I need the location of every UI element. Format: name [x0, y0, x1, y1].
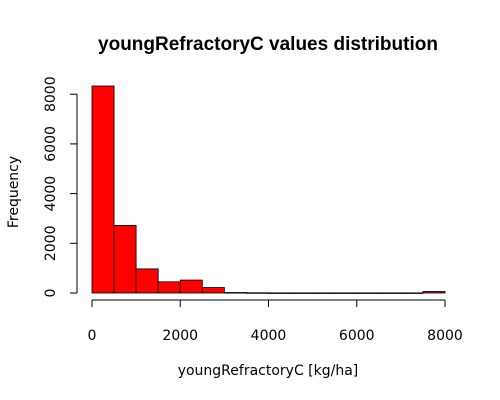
histogram-bar	[135, 268, 159, 294]
histogram-bars	[91, 85, 446, 294]
histogram-bar	[157, 281, 181, 294]
chart-title: youngRefractoryC values distribution	[98, 34, 438, 55]
y-axis-label: Frequency	[6, 156, 22, 228]
histogram-bar	[268, 292, 291, 294]
histogram-bar	[378, 292, 402, 294]
x-axis-label: youngRefractoryC [kg/ha]	[178, 363, 359, 379]
histogram-bar	[113, 225, 137, 294]
x-tick-label: 2000	[162, 328, 198, 344]
histogram-bar	[312, 292, 336, 294]
y-tick-label: 4000	[43, 176, 59, 212]
y-tick-label: 0	[43, 289, 59, 298]
x-tick-label: 4000	[251, 328, 287, 344]
histogram-bar	[91, 85, 115, 294]
x-tick-label: 8000	[427, 328, 463, 344]
histogram-bar	[400, 292, 424, 294]
histogram-bar	[179, 279, 203, 294]
y-tick-label: 2000	[43, 225, 59, 261]
histogram-bar	[422, 291, 446, 294]
y-tick-label: 8000	[43, 76, 59, 112]
histogram-bar	[201, 287, 225, 294]
histogram-bar	[246, 292, 269, 294]
histogram-bar	[223, 292, 247, 294]
histogram-bar	[334, 292, 358, 294]
x-axis: 0 2000 4000 6000 8000	[88, 299, 463, 344]
histogram-bar	[290, 292, 314, 294]
x-tick-label: 0	[88, 328, 97, 344]
y-axis: 0 2000 4000 6000 8000	[43, 76, 78, 298]
histogram-bar	[356, 292, 380, 294]
x-tick-label: 6000	[339, 328, 375, 344]
y-tick-label: 6000	[43, 126, 59, 162]
